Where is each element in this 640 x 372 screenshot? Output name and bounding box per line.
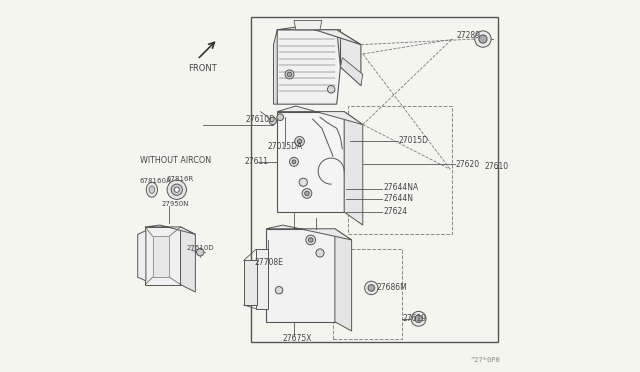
Polygon shape (244, 260, 257, 305)
Text: 27610: 27610 (484, 162, 509, 171)
Bar (333, 249, 402, 339)
Circle shape (174, 187, 179, 192)
Circle shape (167, 180, 186, 199)
Polygon shape (277, 112, 344, 212)
Circle shape (328, 86, 335, 93)
Circle shape (196, 248, 204, 256)
Circle shape (299, 178, 307, 186)
Polygon shape (266, 225, 351, 240)
Text: 27950N: 27950N (162, 201, 189, 207)
Circle shape (302, 189, 312, 198)
Polygon shape (145, 227, 180, 285)
Polygon shape (337, 30, 361, 86)
Circle shape (316, 249, 324, 257)
Circle shape (305, 191, 309, 196)
Polygon shape (138, 231, 146, 281)
Bar (251, 17, 498, 342)
Circle shape (365, 281, 378, 295)
Circle shape (479, 35, 487, 43)
Text: 27675X: 27675X (283, 334, 312, 343)
Polygon shape (277, 26, 361, 45)
Circle shape (475, 31, 491, 47)
Bar (348, 106, 452, 234)
Circle shape (275, 286, 283, 294)
Text: 27610D: 27610D (246, 115, 276, 124)
Polygon shape (180, 227, 195, 292)
Circle shape (298, 139, 302, 144)
Circle shape (285, 70, 294, 79)
Text: 27708E: 27708E (255, 258, 284, 267)
Polygon shape (340, 58, 363, 86)
Text: ^27*0P0: ^27*0P0 (470, 357, 500, 363)
Text: 27624: 27624 (383, 207, 408, 216)
Text: 27289: 27289 (457, 31, 481, 40)
Text: 27015DA: 27015DA (268, 142, 303, 151)
Text: 27644NA: 27644NA (383, 183, 419, 192)
Circle shape (411, 311, 426, 326)
Text: 27619: 27619 (403, 314, 427, 323)
Polygon shape (344, 112, 363, 225)
Polygon shape (273, 30, 277, 104)
Ellipse shape (149, 186, 155, 193)
Text: 67816R: 67816R (167, 176, 194, 182)
Circle shape (292, 160, 296, 164)
Polygon shape (145, 225, 195, 234)
Circle shape (306, 235, 316, 245)
Text: 27686M: 27686M (376, 283, 407, 292)
Text: 678160A: 678160A (140, 178, 172, 184)
Circle shape (269, 117, 276, 125)
Circle shape (415, 315, 422, 323)
Text: 27644N: 27644N (383, 194, 413, 203)
Polygon shape (335, 229, 351, 331)
Circle shape (277, 114, 284, 121)
Text: WITHOUT AIRCON: WITHOUT AIRCON (140, 156, 211, 165)
Circle shape (172, 184, 182, 195)
Circle shape (368, 285, 374, 291)
Polygon shape (266, 229, 335, 322)
Circle shape (294, 137, 305, 146)
Polygon shape (152, 236, 170, 277)
Text: FRONT: FRONT (188, 64, 217, 73)
Circle shape (287, 72, 292, 77)
Circle shape (289, 157, 298, 166)
Text: 27610D: 27610D (186, 246, 214, 251)
Polygon shape (294, 20, 322, 30)
Polygon shape (277, 106, 363, 125)
Polygon shape (273, 30, 340, 104)
Text: 27015D: 27015D (399, 136, 429, 145)
Text: 27620: 27620 (455, 160, 479, 169)
Ellipse shape (147, 182, 157, 197)
Circle shape (308, 238, 313, 242)
Polygon shape (256, 249, 268, 309)
Text: 27611: 27611 (245, 157, 269, 166)
